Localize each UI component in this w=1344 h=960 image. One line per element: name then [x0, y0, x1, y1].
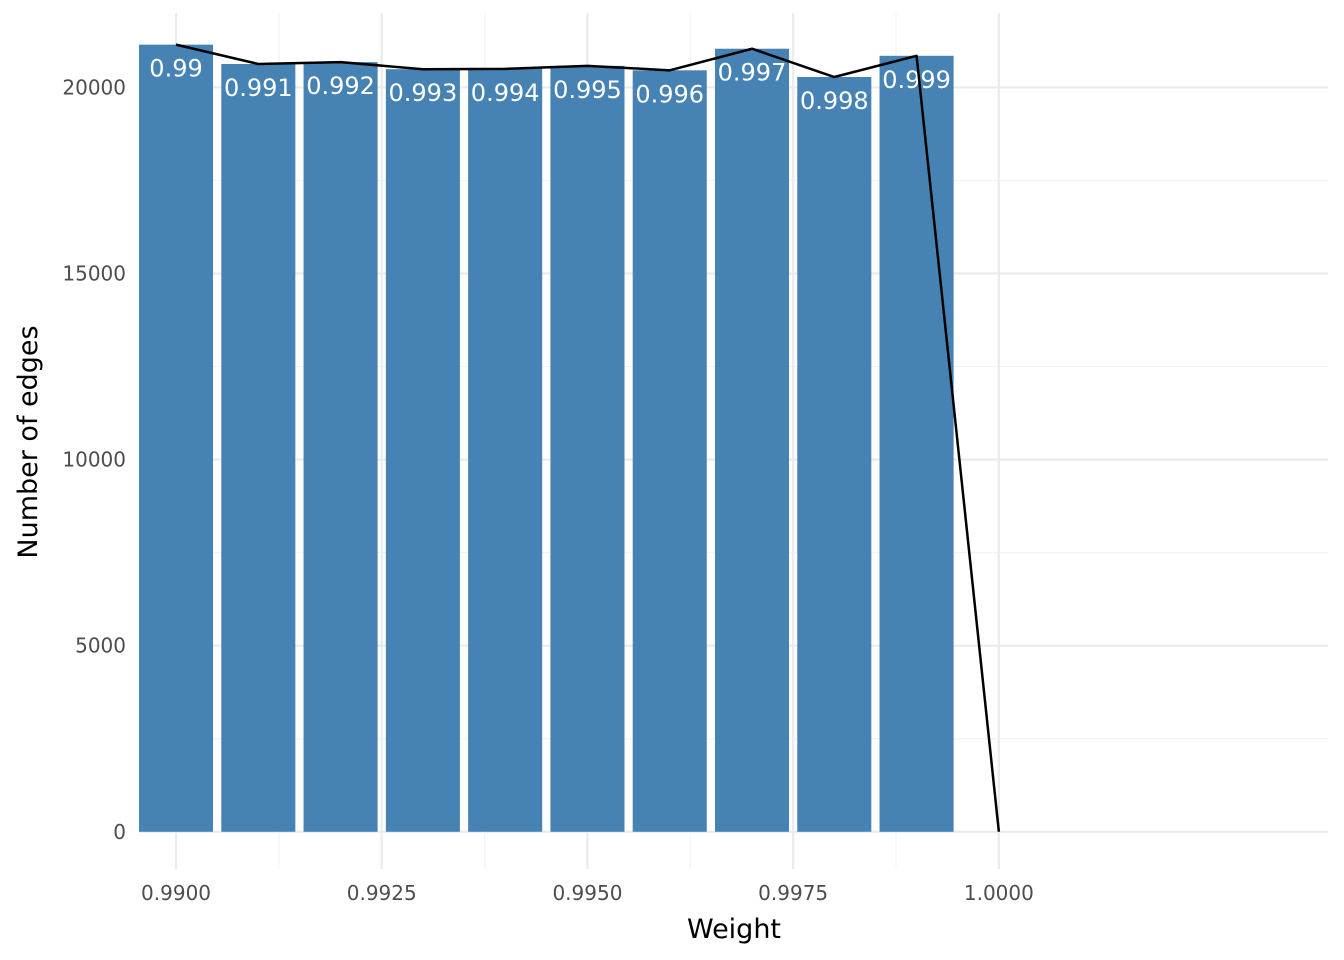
y-axis-ticks: 0 5000 10000 15000 20000 — [62, 75, 126, 843]
series-line — [175, 43, 1001, 832]
bar-label: 0.996 — [635, 80, 704, 108]
x-axis-title: Weight — [687, 914, 781, 945]
y-tick-label: 0 — [113, 820, 126, 844]
bar-label: 0.99 — [149, 55, 202, 83]
x-axis-ticks: 0.9900 0.9925 0.9950 0.9975 1.0000 — [141, 881, 1034, 905]
x-tick-label: 1.0000 — [964, 881, 1034, 905]
y-axis-title: Number of edges — [13, 325, 44, 558]
bar — [714, 48, 790, 832]
bars — [139, 44, 954, 832]
bar — [797, 77, 872, 832]
bar — [139, 44, 214, 832]
bar — [303, 62, 378, 832]
y-tick-label: 10000 — [62, 448, 126, 472]
bar-labels: 0.99 0.991 0.992 0.993 0.994 0.995 0.996 0.997 0… — [149, 55, 951, 115]
bar-label: 0.993 — [389, 79, 458, 107]
bar-label: 0.997 — [718, 59, 787, 87]
bar — [468, 68, 543, 832]
bar-label: 0.998 — [800, 87, 869, 115]
x-tick-label: 0.9900 — [141, 881, 211, 905]
bar — [632, 70, 707, 832]
bar — [550, 65, 625, 832]
bar-label: 0.995 — [553, 76, 622, 104]
y-tick-label: 20000 — [62, 75, 126, 99]
bar-label: 0.994 — [471, 79, 540, 107]
bar-label: 0.992 — [306, 72, 375, 100]
y-tick-label: 5000 — [75, 634, 126, 658]
x-tick-label: 0.9975 — [758, 881, 828, 905]
x-tick-label: 0.9950 — [552, 881, 622, 905]
bar — [385, 69, 460, 832]
bar-label: 0.991 — [224, 74, 293, 102]
count-line — [175, 43, 1001, 832]
y-tick-label: 15000 — [62, 262, 126, 286]
bar — [221, 63, 296, 832]
bar — [879, 55, 954, 832]
x-tick-label: 0.9925 — [347, 881, 417, 905]
bar-label: 0.999 — [882, 66, 951, 94]
